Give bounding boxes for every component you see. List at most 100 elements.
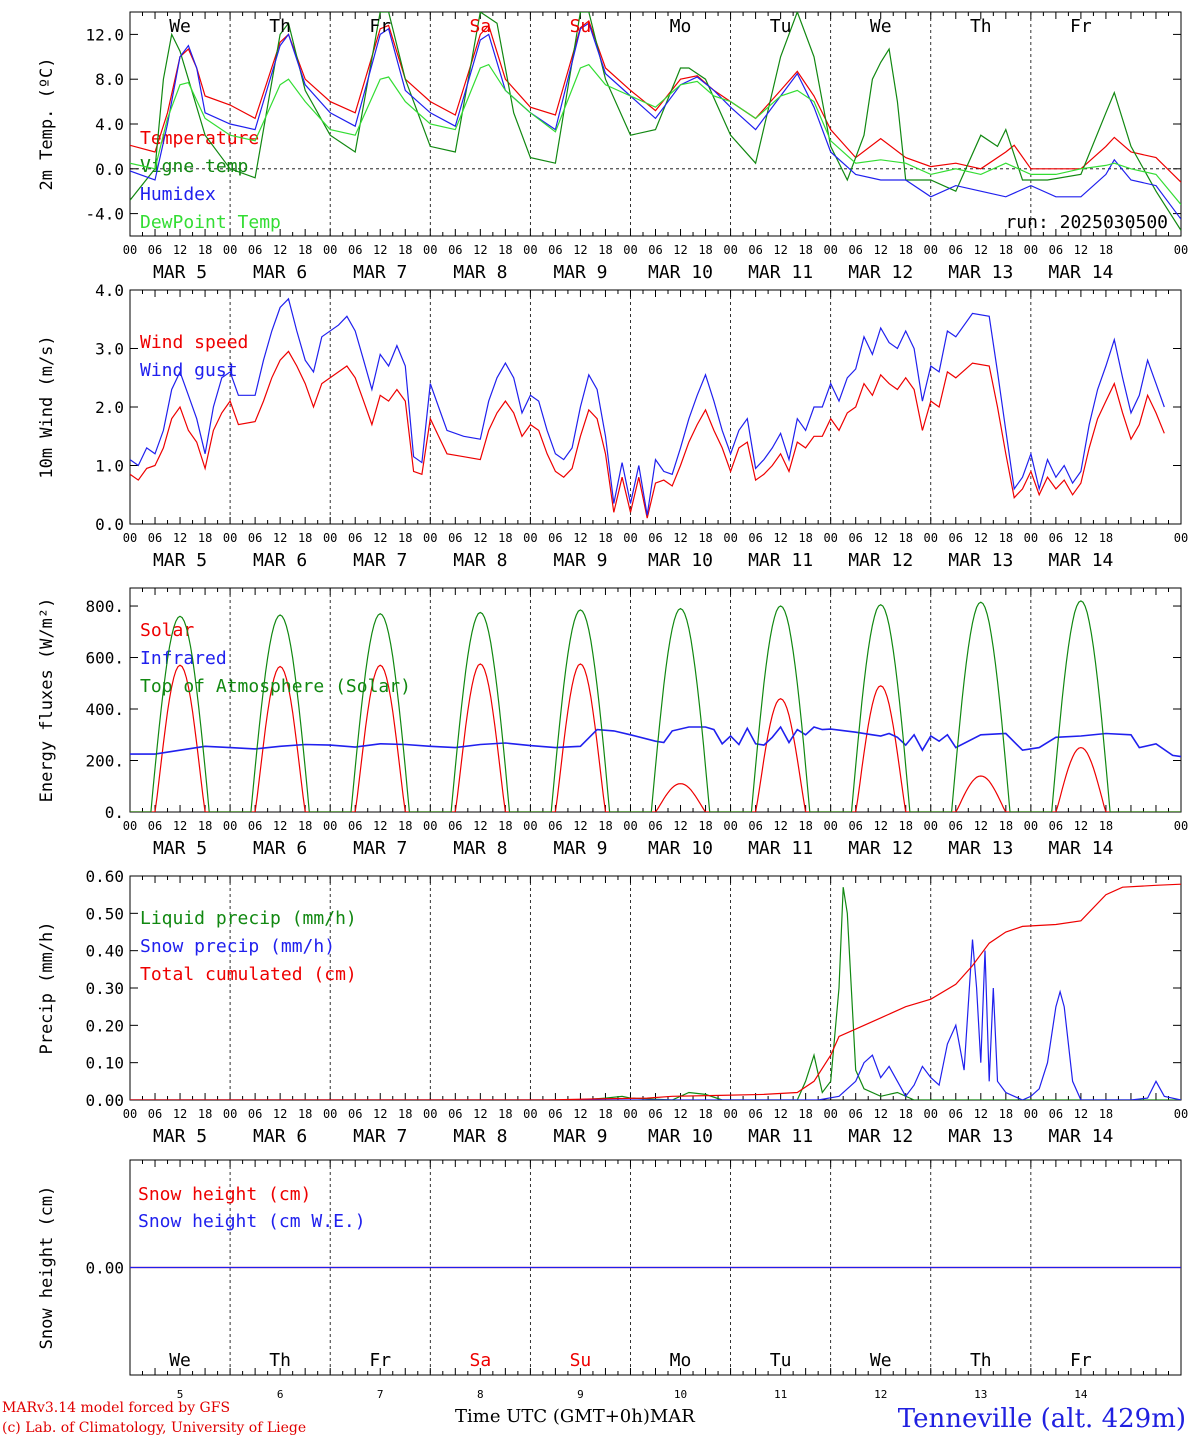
hour-tick-label: 12 <box>573 243 587 257</box>
weekday-label: Tu <box>770 16 792 37</box>
date-label: MAR 8 <box>453 1126 507 1147</box>
date-label: MAR 5 <box>153 550 207 571</box>
weekday-label: We <box>169 16 191 37</box>
hour-tick-label: 00 <box>223 531 237 545</box>
hour-tick-label: 00 <box>1174 819 1188 833</box>
hour-tick-label: 12 <box>873 819 887 833</box>
panel-5: 0.00 Snow height (cm) Snow height (cm) Snow… <box>37 1159 1182 1376</box>
y-tick-label: 0.50 <box>85 904 124 923</box>
hour-tick-label: 12 <box>473 531 487 545</box>
hour-tick-label: 18 <box>598 531 612 545</box>
y-tick-label: 8.0 <box>95 70 124 89</box>
hour-tick-label: 06 <box>848 243 862 257</box>
hour-tick-label: 18 <box>1099 243 1113 257</box>
date-label: MAR 6 <box>253 550 307 571</box>
date-label: MAR 7 <box>353 1126 407 1147</box>
hour-tick-label: 00 <box>1024 531 1038 545</box>
series-line <box>130 297 1165 516</box>
hour-tick-label: 00 <box>823 531 837 545</box>
hour-tick-label: 00 <box>1174 531 1188 545</box>
weekday-label: Su <box>570 16 592 37</box>
panel-4: 0.00 0.10 0.20 0.30 0.40 0.50 0.60 Precip (mm/h… <box>37 867 1188 1147</box>
weekday-label: We <box>870 1350 892 1371</box>
day-number-label: 8 <box>477 1388 484 1401</box>
hour-tick-label: 18 <box>798 819 812 833</box>
hour-tick-label: 06 <box>748 1107 762 1121</box>
hour-tick-label: 06 <box>949 1107 963 1121</box>
day-number-label: 10 <box>674 1388 687 1401</box>
date-label: MAR 14 <box>1048 262 1113 283</box>
hour-tick-label: 00 <box>123 1107 137 1121</box>
hour-tick-label: 12 <box>173 1107 187 1121</box>
hour-tick-label: 12 <box>573 1107 587 1121</box>
hour-tick-label: 12 <box>773 1107 787 1121</box>
y-tick-label: 1.0 <box>95 457 124 476</box>
panel-1: -4.0 0.0 4.0 8.0 12.0 2m Temp. (ºC) Temperatur… <box>37 11 1188 283</box>
date-label: MAR 7 <box>353 262 407 283</box>
legend-entry: Snow precip (mm/h) <box>140 936 335 957</box>
day-number-label: 12 <box>874 1388 887 1401</box>
legend-entry: Temperature <box>140 128 259 149</box>
hour-tick-label: 12 <box>773 819 787 833</box>
y-tick-label: 0.30 <box>85 979 124 998</box>
hour-tick-label: 18 <box>298 531 312 545</box>
hour-tick-label: 12 <box>273 1107 287 1121</box>
hour-tick-label: 12 <box>473 819 487 833</box>
hour-tick-label: 00 <box>823 243 837 257</box>
hour-tick-label: 06 <box>148 1107 162 1121</box>
y-tick-label: -4.0 <box>85 205 124 224</box>
date-label: MAR 6 <box>253 262 307 283</box>
hour-tick-label: 06 <box>1049 531 1063 545</box>
hour-tick-label: 12 <box>974 531 988 545</box>
hour-tick-label: 00 <box>723 819 737 833</box>
hour-tick-label: 12 <box>373 1107 387 1121</box>
hour-tick-label: 18 <box>498 531 512 545</box>
y-tick-label: 0.0 <box>95 160 124 179</box>
y-tick-label: 0.00 <box>85 1091 124 1110</box>
hour-tick-label: 18 <box>198 819 212 833</box>
weekday-label: Mo <box>670 1350 692 1371</box>
date-label: MAR 13 <box>948 262 1013 283</box>
hour-tick-label: 18 <box>899 243 913 257</box>
date-label: MAR 12 <box>848 550 913 571</box>
hour-tick-label: 00 <box>823 1107 837 1121</box>
hour-tick-label: 12 <box>273 243 287 257</box>
hour-tick-label: 00 <box>1174 1107 1188 1121</box>
hour-tick-label: 00 <box>723 243 737 257</box>
hour-tick-label: 06 <box>648 1107 662 1121</box>
hour-tick-label: 12 <box>573 819 587 833</box>
hour-tick-label: 12 <box>673 243 687 257</box>
hour-tick-label: 06 <box>1049 819 1063 833</box>
hour-tick-label: 12 <box>974 1107 988 1121</box>
day-number-label: 7 <box>377 1388 384 1401</box>
hour-tick-label: 18 <box>899 819 913 833</box>
hour-tick-label: 06 <box>548 1107 562 1121</box>
date-label: MAR 6 <box>253 1126 307 1147</box>
hour-tick-label: 18 <box>698 819 712 833</box>
hour-tick-label: 12 <box>473 1107 487 1121</box>
date-label: MAR 8 <box>453 838 507 859</box>
date-label: MAR 8 <box>453 262 507 283</box>
hour-tick-label: 06 <box>348 819 362 833</box>
hour-tick-label: 00 <box>223 819 237 833</box>
hour-tick-label: 00 <box>723 531 737 545</box>
hour-tick-label: 06 <box>448 531 462 545</box>
hour-tick-label: 00 <box>223 243 237 257</box>
hour-tick-label: 18 <box>798 1107 812 1121</box>
hour-tick-label: 12 <box>273 531 287 545</box>
series-line <box>130 883 1181 1100</box>
hour-tick-label: 06 <box>949 819 963 833</box>
hour-tick-label: 06 <box>748 531 762 545</box>
y-tick-label: 0.0 <box>95 515 124 534</box>
y-tick-label: 12.0 <box>85 25 124 44</box>
hour-tick-label: 12 <box>1074 819 1088 833</box>
legend-entry: Snow height (cm W.E.) <box>138 1211 366 1232</box>
hour-tick-label: 18 <box>398 243 412 257</box>
hour-tick-label: 18 <box>999 243 1013 257</box>
y-tick-label: 0.60 <box>85 867 124 886</box>
date-label: MAR 12 <box>848 262 913 283</box>
hour-tick-label: 18 <box>298 243 312 257</box>
date-label: MAR 10 <box>648 838 713 859</box>
hour-tick-label: 18 <box>698 243 712 257</box>
hour-tick-label: 06 <box>348 1107 362 1121</box>
